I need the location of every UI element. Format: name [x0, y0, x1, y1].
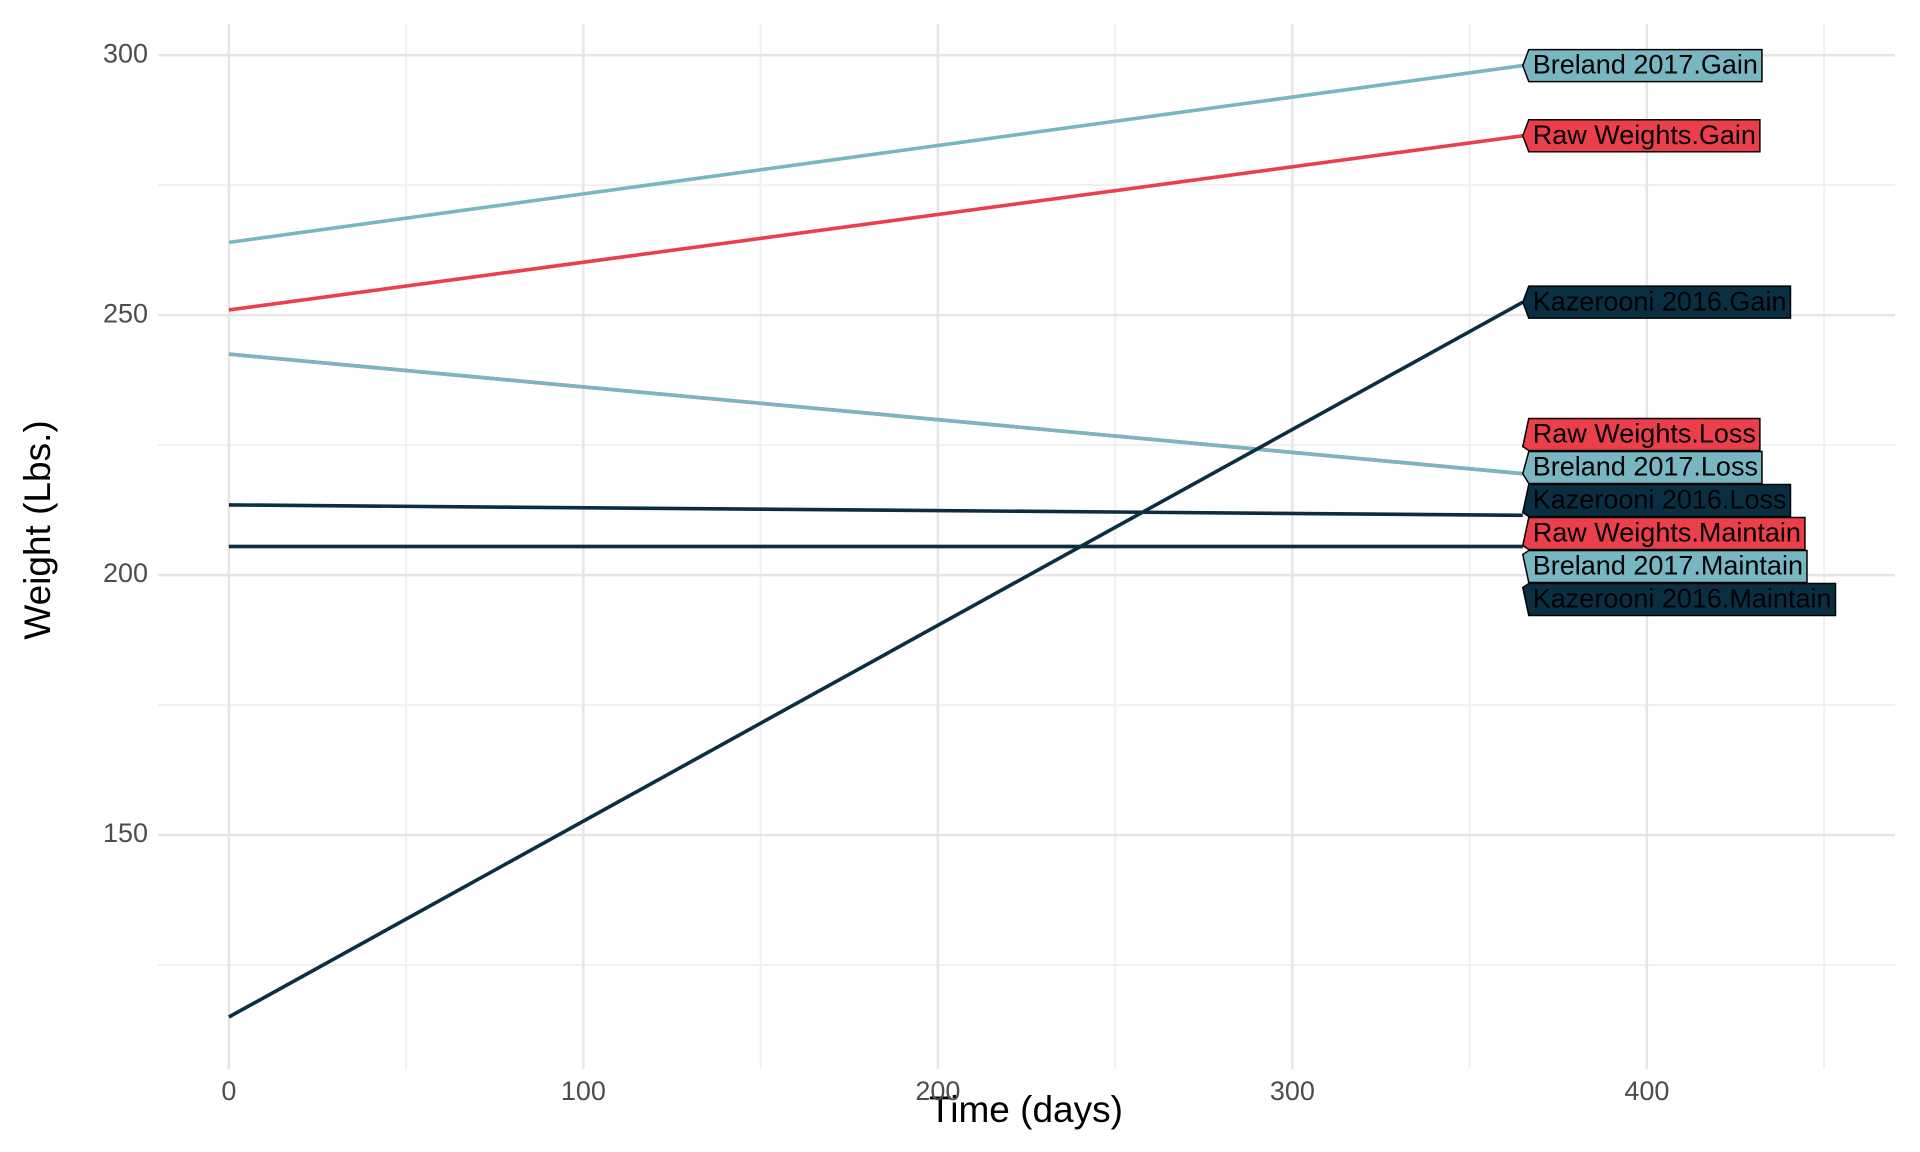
legend-label: Breland 2017.Gain: [1533, 50, 1758, 80]
label-box: [1521, 549, 1808, 584]
x-tick-label: 200: [915, 1076, 960, 1106]
legend-label: Kazerooni 2016.Maintain: [1533, 584, 1832, 614]
legend-label: Kazerooni 2016.Gain: [1533, 286, 1787, 316]
label-box: [1521, 285, 1792, 319]
y-tick-label: 250: [103, 298, 148, 328]
label-box: [1521, 119, 1761, 153]
end-label: Raw Weights.Gain: [1521, 119, 1761, 153]
end-label: Kazerooni 2016.Gain: [1521, 285, 1792, 319]
line: [228, 352, 1523, 476]
end-label: Breland 2017.Loss: [1521, 450, 1763, 485]
end-label: Kazerooni 2016.Maintain: [1521, 582, 1837, 617]
line: [228, 63, 1524, 245]
line: [228, 300, 1524, 1019]
legend-label: Raw Weights.Loss: [1533, 419, 1756, 449]
x-tick-label: 300: [1270, 1076, 1315, 1106]
y-axis-title: Weight (Lbs.): [17, 420, 58, 639]
legend-label: Breland 2017.Maintain: [1533, 551, 1803, 581]
label-box: [1521, 582, 1837, 617]
y-tick-label: 300: [103, 38, 148, 68]
end-label: Raw Weights.Loss: [1521, 417, 1761, 452]
end-label: Breland 2017.Maintain: [1521, 549, 1808, 584]
legend-label: Kazerooni 2016.Loss: [1533, 485, 1787, 515]
label-box: [1521, 516, 1806, 551]
x-axis-title: Time (days): [929, 1089, 1123, 1130]
legend-label: Breland 2017.Loss: [1533, 452, 1758, 482]
legend-label: Raw Weights.Gain: [1533, 120, 1756, 150]
end-label: Raw Weights.Maintain: [1521, 516, 1806, 551]
line: [228, 133, 1524, 312]
end-label: Kazerooni 2016.Loss: [1521, 483, 1792, 518]
y-tick-label: 150: [103, 818, 148, 848]
x-tick-label: 100: [561, 1076, 606, 1106]
legend-label: Raw Weights.Maintain: [1533, 518, 1801, 548]
label-box: [1521, 483, 1792, 518]
line: [228, 503, 1523, 518]
end-label: Breland 2017.Gain: [1521, 48, 1763, 83]
y-tick-label: 200: [103, 558, 148, 588]
label-box: [1521, 417, 1761, 452]
x-tick-label: 400: [1624, 1076, 1669, 1106]
label-box: [1521, 450, 1763, 485]
x-tick-label: 0: [221, 1076, 236, 1106]
label-box: [1521, 48, 1763, 83]
